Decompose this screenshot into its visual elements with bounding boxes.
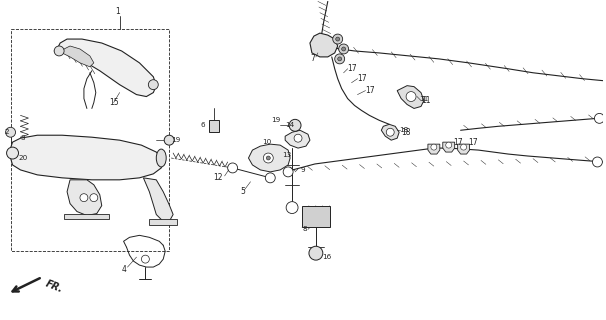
Text: 2: 2 [5,129,9,135]
Circle shape [54,46,64,56]
Polygon shape [397,86,424,108]
Circle shape [7,147,19,159]
Circle shape [309,246,323,260]
Polygon shape [443,142,454,152]
Circle shape [446,142,451,148]
Polygon shape [248,144,290,172]
Circle shape [164,135,174,145]
Circle shape [336,37,340,41]
Polygon shape [54,39,156,97]
Bar [302,206,330,228]
Bar [149,220,177,225]
Text: 1: 1 [116,7,121,16]
Circle shape [406,92,416,101]
Text: 18: 18 [399,127,408,133]
Text: 19: 19 [171,137,181,143]
Text: 5: 5 [241,187,245,196]
Bar [64,213,108,220]
Text: 8: 8 [302,226,307,232]
Text: 6: 6 [201,122,205,128]
Polygon shape [428,144,440,154]
Circle shape [5,127,16,137]
Circle shape [339,44,348,54]
Text: 13: 13 [282,152,291,158]
Circle shape [266,156,270,160]
Text: 12: 12 [213,173,222,182]
Text: 16: 16 [322,254,331,260]
Circle shape [265,173,275,183]
Text: 14: 14 [285,122,295,128]
Text: 17: 17 [358,74,367,83]
Text: 11: 11 [419,96,428,101]
Circle shape [283,167,293,177]
Text: 20: 20 [19,155,28,161]
Text: 4: 4 [122,265,127,274]
Polygon shape [458,144,470,154]
Text: FR.: FR. [44,279,65,295]
Ellipse shape [156,149,166,167]
Text: 15: 15 [110,98,119,107]
Circle shape [593,157,602,167]
Text: 7: 7 [310,54,315,63]
Text: 17: 17 [348,64,357,73]
Text: 3: 3 [21,135,25,141]
Circle shape [228,163,238,173]
Circle shape [594,113,604,123]
Polygon shape [381,124,399,140]
Text: 10: 10 [262,139,271,145]
Circle shape [338,57,342,61]
Polygon shape [310,33,338,57]
Circle shape [141,255,149,263]
Text: 9: 9 [300,167,305,173]
Text: 11: 11 [421,96,430,105]
Bar [209,120,219,132]
Text: 19: 19 [271,117,280,123]
Text: 17: 17 [454,138,464,147]
Polygon shape [285,130,310,148]
Circle shape [286,202,298,213]
Circle shape [333,34,342,44]
Circle shape [335,54,345,64]
Circle shape [289,119,301,131]
Circle shape [80,194,88,202]
Polygon shape [67,180,102,215]
Polygon shape [144,178,173,221]
Polygon shape [62,46,94,67]
Circle shape [264,153,273,163]
Text: 17: 17 [468,138,478,147]
Circle shape [431,144,437,150]
Circle shape [342,47,345,51]
Text: 17: 17 [365,86,375,95]
Polygon shape [10,135,163,180]
Circle shape [386,128,394,136]
Circle shape [148,80,158,90]
Circle shape [294,134,302,142]
Circle shape [461,144,467,150]
Text: 18: 18 [401,128,411,137]
Circle shape [90,194,98,202]
